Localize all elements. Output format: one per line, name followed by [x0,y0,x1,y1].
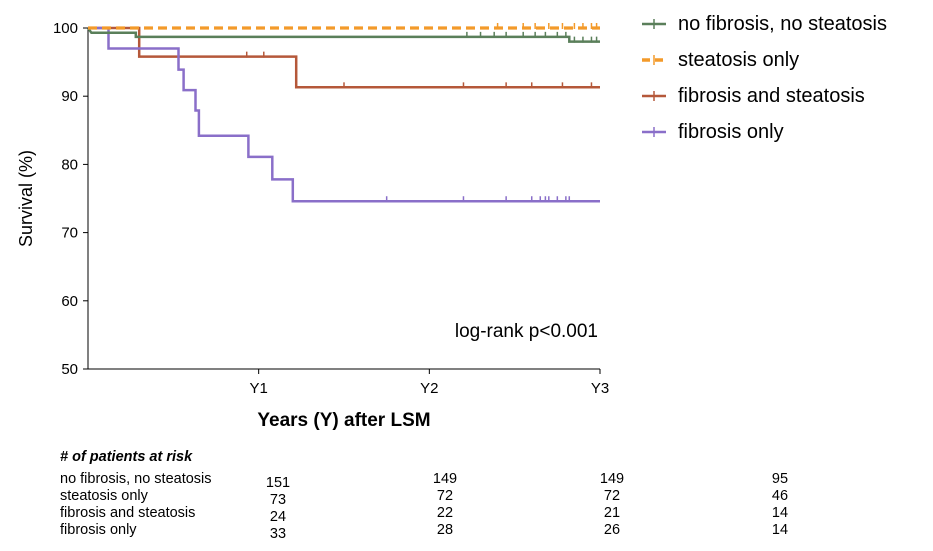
x-tick-label: Y2 [420,380,438,397]
risk-row-value: 151 [265,475,291,491]
y-tick-label: 80 [61,156,78,173]
risk-row-value: 24 [269,509,287,525]
risk-row-value: 73 [269,492,287,508]
legend-label: fibrosis and steatosis [678,84,865,107]
risk-row-label: fibrosis and steatosis [60,505,196,521]
legend: no fibrosis, no steatosis steatosis only… [640,6,887,150]
risk-row-value: 72 [436,488,454,504]
survival-chart: 50 60 70 80 90 100 Y1 Y2 Y3 Years (Y) after LSM Su… [16,20,609,431]
risk-row-value: 72 [603,488,621,504]
series-line-no-fibrosis-no-steatosis [86,27,600,43]
y-axis-label: Survival (%) [16,150,36,247]
risk-row-value: 22 [436,505,454,521]
legend-item-fibrosis-only: fibrosis only [640,114,887,150]
legend-swatch-steatosis-only [642,55,666,65]
legend-label: no fibrosis, no steatosis [678,12,887,35]
y-tick-label: 100 [53,20,78,37]
legend-label: steatosis only [678,48,800,71]
y-tick-label: 90 [61,88,78,105]
risk-table: # of patients at risk [60,450,192,465]
risk-row-value: 95 [771,471,789,487]
legend-item-fibrosis-and-steatosis: fibrosis and steatosis [640,78,887,114]
logrank-annotation: log-rank p<0.001 [455,321,598,342]
risk-row-value: 149 [599,471,625,487]
x-tick-label: Y1 [249,380,267,397]
risk-row-value: 149 [432,471,458,487]
y-tick-label: 70 [61,225,78,242]
y-tick-label: 50 [61,361,78,378]
risk-row-label: no fibrosis, no steatosis [60,471,212,487]
x-tick-label: Y3 [591,380,609,397]
risk-row-value: 26 [603,522,621,538]
risk-table-heading: # of patients at risk [60,449,193,465]
risk-row-value: 46 [771,488,789,504]
legend-label: fibrosis only [678,120,784,143]
risk-row-value: 21 [603,505,621,521]
risk-row-value: 28 [436,522,454,538]
x-axis-label: Years (Y) after LSM [257,410,430,431]
legend-item-steatosis-only: steatosis only [640,42,887,78]
risk-row-label: fibrosis only [60,522,137,538]
legend-swatch-no-fibrosis-no-steatosis [642,19,666,29]
legend-swatch-fibrosis-only [642,127,666,137]
risk-row-value: 14 [771,522,789,538]
risk-row-value: 33 [269,526,287,542]
legend-swatch-fibrosis-and-steatosis [642,91,666,101]
risk-row-label: steatosis only [60,488,148,504]
y-tick-label: 60 [61,293,78,310]
series-line-fibrosis-only [88,26,600,203]
legend-item-no-fibrosis-no-steatosis: no fibrosis, no steatosis [640,6,887,42]
risk-row-value: 14 [771,505,789,521]
